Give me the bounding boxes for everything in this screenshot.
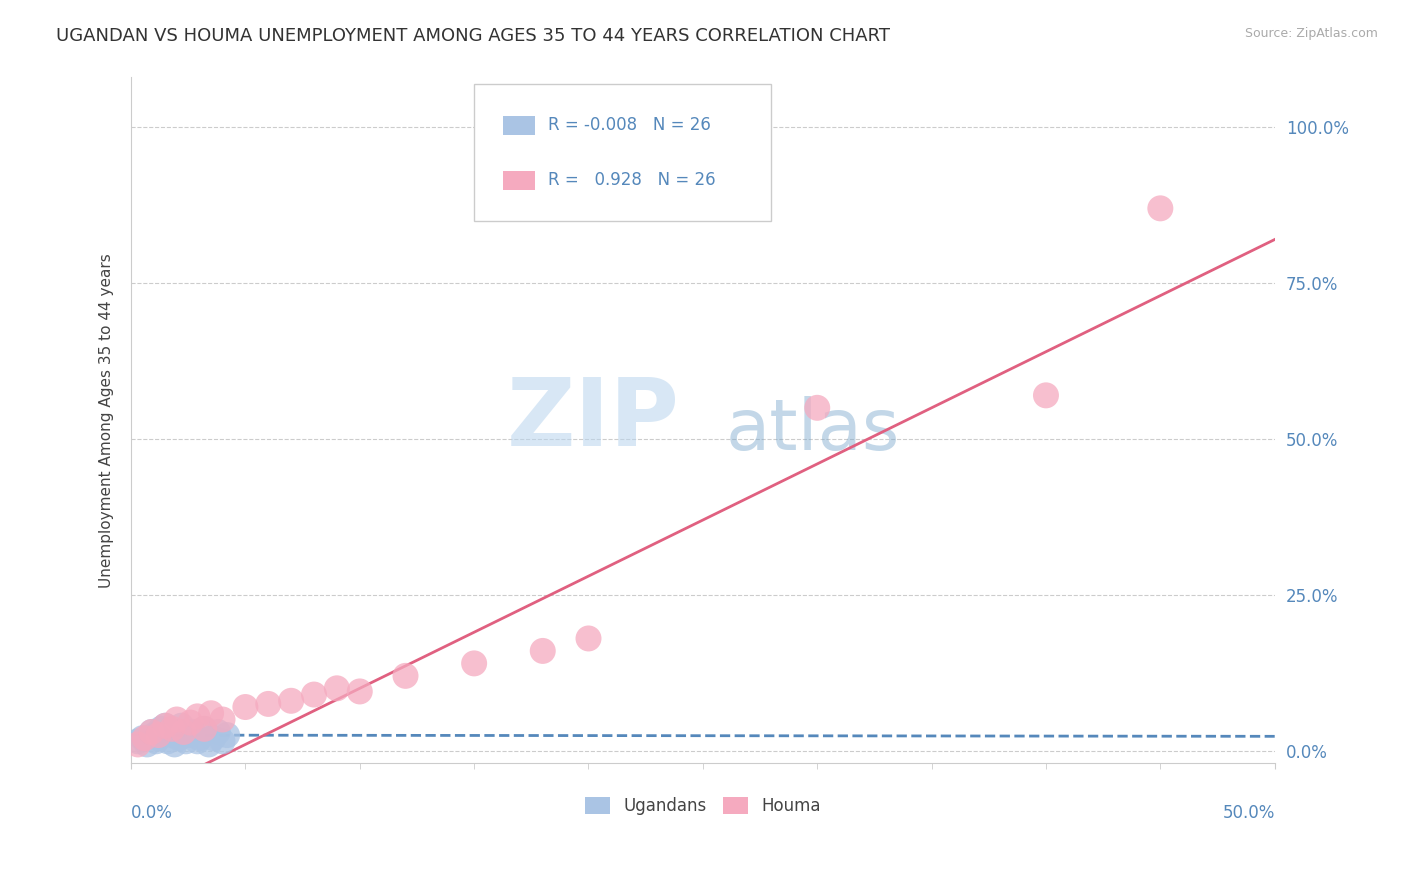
Point [174, 734, 197, 748]
Point [170, 719, 193, 733]
Point [198, 738, 221, 752]
Point [186, 709, 208, 723]
Point [141, 725, 163, 739]
Text: R =   0.928   N = 26: R = 0.928 N = 26 [548, 171, 716, 189]
Point [349, 684, 371, 698]
Point [531, 644, 554, 658]
Point [193, 722, 215, 736]
Point [1149, 202, 1171, 216]
Point [160, 728, 183, 742]
Point [200, 706, 222, 721]
FancyBboxPatch shape [503, 170, 534, 190]
Text: ZIP: ZIP [508, 375, 681, 467]
Point [148, 728, 170, 742]
Point [211, 713, 233, 727]
Point [193, 722, 215, 736]
Point [155, 719, 177, 733]
Point [186, 734, 208, 748]
Point [202, 731, 225, 746]
Point [235, 700, 257, 714]
Point [156, 734, 179, 748]
Point [145, 734, 167, 748]
Point [163, 738, 186, 752]
Point [166, 713, 188, 727]
Point [131, 731, 153, 746]
Text: UGANDAN VS HOUMA UNEMPLOYMENT AMONG AGES 35 TO 44 YEARS CORRELATION CHART: UGANDAN VS HOUMA UNEMPLOYMENT AMONG AGES… [56, 27, 890, 45]
Text: 0.0%: 0.0% [131, 805, 173, 822]
Point [160, 722, 183, 736]
FancyBboxPatch shape [503, 116, 534, 135]
Point [173, 725, 195, 739]
Point [806, 401, 828, 415]
Point [149, 722, 172, 736]
Legend: Ugandans, Houma: Ugandans, Houma [576, 789, 830, 823]
Point [136, 738, 159, 752]
Point [127, 738, 149, 752]
Point [302, 688, 325, 702]
Point [280, 694, 302, 708]
Point [257, 697, 280, 711]
Point [578, 632, 600, 646]
Point [211, 734, 233, 748]
Point [179, 715, 201, 730]
Text: Source: ZipAtlas.com: Source: ZipAtlas.com [1244, 27, 1378, 40]
Point [463, 657, 485, 671]
Point [177, 728, 200, 742]
Y-axis label: Unemployment Among Ages 35 to 44 years: Unemployment Among Ages 35 to 44 years [100, 253, 114, 588]
Point [167, 731, 190, 746]
Point [142, 728, 165, 742]
Point [188, 731, 211, 746]
Point [217, 728, 239, 742]
FancyBboxPatch shape [474, 85, 772, 221]
Point [394, 669, 416, 683]
Point [181, 725, 204, 739]
Point [148, 731, 170, 746]
Text: atlas: atlas [725, 396, 900, 465]
Point [127, 734, 149, 748]
Point [166, 725, 188, 739]
Point [326, 681, 349, 696]
Point [141, 725, 163, 739]
Point [1035, 388, 1057, 402]
Text: R = -0.008   N = 26: R = -0.008 N = 26 [548, 117, 711, 135]
Point [134, 731, 156, 746]
Text: 50.0%: 50.0% [1222, 805, 1275, 822]
Point [207, 725, 229, 739]
Point [155, 719, 177, 733]
